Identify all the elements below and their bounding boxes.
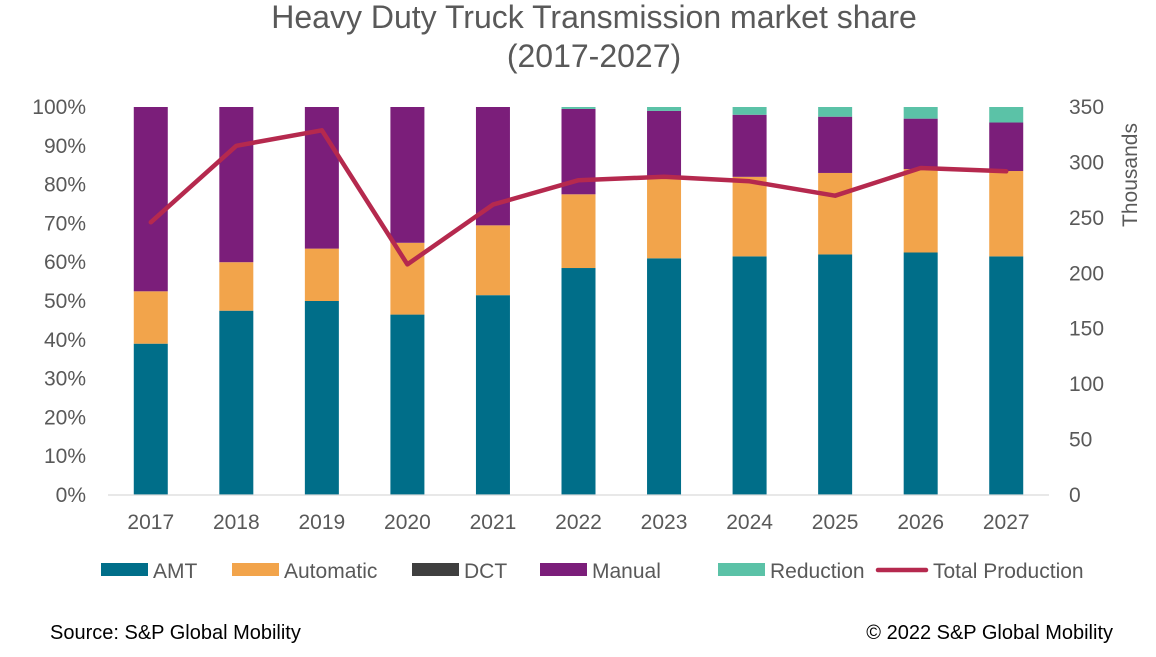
legend-label-amt: AMT <box>153 560 198 583</box>
bar-automatic <box>989 171 1024 257</box>
bar-amt <box>818 254 853 495</box>
legend-label-dct: DCT <box>464 560 507 583</box>
right-tick-label: 0 <box>1069 484 1081 507</box>
x-tick-label: 2022 <box>555 511 602 534</box>
bar-automatic <box>475 225 510 296</box>
right-tick-label: 150 <box>1069 318 1104 341</box>
bar-manual <box>818 116 853 173</box>
bars <box>133 107 1024 495</box>
legend-label-reduction: Reduction <box>770 560 865 583</box>
bar-automatic <box>647 178 682 259</box>
bar-amt <box>561 268 596 495</box>
bar-amt <box>989 256 1024 495</box>
legend-label-manual: Manual <box>592 560 661 583</box>
x-tick-label: 2021 <box>470 511 517 534</box>
bar-manual <box>475 107 510 226</box>
bar-amt <box>219 310 254 495</box>
bar-reduction <box>732 107 767 115</box>
left-tick-label: 90% <box>44 135 86 158</box>
bar-reduction <box>989 107 1024 123</box>
legend-label-total-production: Total Production <box>933 560 1084 583</box>
x-tick-label: 2017 <box>127 511 174 534</box>
source-text: Source: S&P Global Mobility <box>50 622 301 644</box>
right-tick-label: 250 <box>1069 207 1104 230</box>
right-tick-label: 50 <box>1069 429 1092 452</box>
x-tick-label: 2025 <box>812 511 859 534</box>
x-tick-label: 2026 <box>897 511 944 534</box>
bar-manual <box>219 107 254 263</box>
copyright-text: © 2022 S&P Global Mobility <box>866 622 1113 644</box>
left-tick-label: 0% <box>56 484 86 507</box>
legend-swatch-reduction <box>718 563 765 576</box>
chart-title: Heavy Duty Truck Transmission market sha… <box>271 0 917 35</box>
total-production-line-layer <box>148 128 1009 267</box>
legend-swatch-manual <box>540 563 587 576</box>
right-axis: 0 50 100 150 200 250 300 350 <box>1069 96 1104 507</box>
bar-reduction <box>903 107 938 119</box>
bar-automatic <box>903 169 938 253</box>
right-tick-label: 100 <box>1069 373 1104 396</box>
x-tick-label: 2019 <box>299 511 346 534</box>
bar-amt <box>304 301 339 495</box>
legend-swatch-amt <box>101 563 148 576</box>
chart-subtitle: (2017-2027) <box>507 38 681 74</box>
bar-automatic <box>561 194 596 269</box>
right-tick-label: 200 <box>1069 262 1104 285</box>
x-tick-label: 2027 <box>983 511 1030 534</box>
bar-automatic <box>219 262 254 311</box>
bar-reduction <box>647 107 682 111</box>
x-tick-label: 2024 <box>726 511 773 534</box>
bar-manual <box>647 110 682 179</box>
left-tick-label: 70% <box>44 212 86 235</box>
x-axis: 2017 2018 2019 2020 2021 2022 2023 2024 2025 2026… <box>127 511 1029 534</box>
bar-amt <box>133 343 168 495</box>
right-tick-label: 300 <box>1069 151 1104 174</box>
right-axis-label: Thousands <box>1119 123 1142 227</box>
legend: AMT Automatic DCT Manual Reduction Total Prod… <box>101 560 1084 583</box>
bar-manual <box>989 122 1024 172</box>
left-tick-label: 20% <box>44 406 86 429</box>
bar-automatic <box>818 172 853 255</box>
left-tick-label: 30% <box>44 368 86 391</box>
legend-label-automatic: Automatic <box>284 560 377 583</box>
total-production-line <box>148 128 1009 267</box>
bar-amt <box>390 314 425 495</box>
bar-automatic <box>732 176 767 257</box>
bar-manual <box>133 107 168 292</box>
bar-reduction <box>818 107 853 117</box>
bar-amt <box>732 256 767 495</box>
right-tick-label: 350 <box>1069 96 1104 119</box>
left-tick-label: 50% <box>44 290 86 313</box>
bar-automatic <box>304 248 339 301</box>
left-tick-label: 10% <box>44 445 86 468</box>
bar-amt <box>475 295 510 495</box>
bar-reduction <box>561 107 596 109</box>
x-tick-label: 2018 <box>213 511 260 534</box>
bar-manual <box>390 107 425 243</box>
left-tick-label: 40% <box>44 329 86 352</box>
bar-amt <box>903 252 938 495</box>
bar-amt <box>647 258 682 495</box>
legend-swatch-dct <box>412 563 459 576</box>
left-tick-label: 80% <box>44 174 86 197</box>
bar-manual <box>732 114 767 177</box>
x-tick-label: 2023 <box>641 511 688 534</box>
left-tick-label: 60% <box>44 251 86 274</box>
left-axis: 0% 10% 20% 30% 40% 50% 60% 70% 80% 90% 100% <box>32 96 86 507</box>
left-tick-label: 100% <box>32 96 86 119</box>
x-tick-label: 2020 <box>384 511 431 534</box>
bar-manual <box>903 118 938 170</box>
bar-automatic <box>133 291 168 344</box>
legend-swatch-automatic <box>232 563 279 576</box>
